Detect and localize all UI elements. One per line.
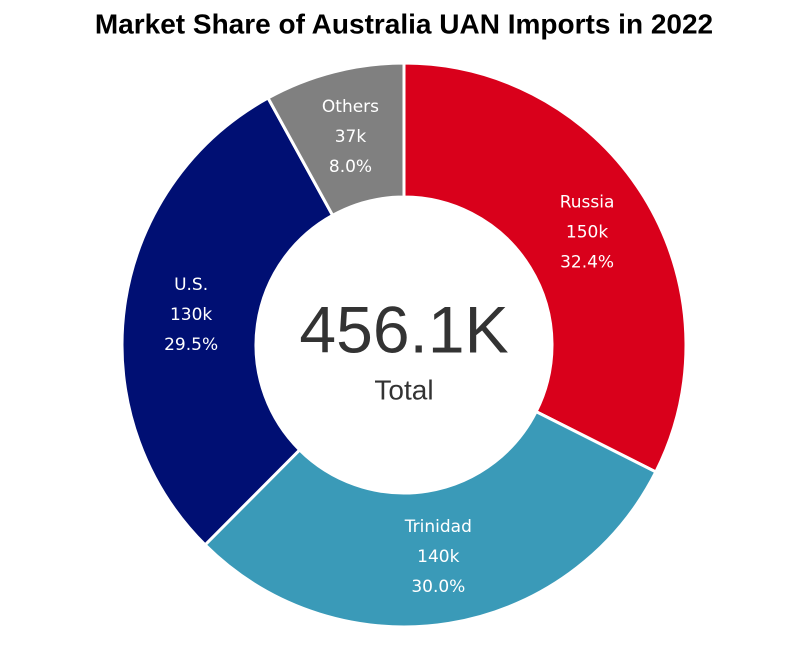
slice-category: U.S. bbox=[174, 275, 208, 295]
slice-amount: 130k bbox=[170, 305, 212, 325]
slice-percent: 8.0% bbox=[329, 157, 372, 177]
slice-amount: 37k bbox=[335, 127, 367, 147]
slice-category: Others bbox=[322, 97, 379, 117]
total-value: 456.1K bbox=[299, 292, 508, 366]
slice-amount: 140k bbox=[417, 547, 459, 567]
donut-slice bbox=[265, 61, 406, 218]
slice-category: Trinidad bbox=[404, 517, 472, 537]
slice-category: Russia bbox=[560, 192, 615, 212]
slice-amount: 150k bbox=[566, 222, 608, 242]
donut-slice bbox=[202, 409, 658, 629]
donut-slice bbox=[120, 95, 335, 547]
chart-title: Market Share of Australia UAN Imports in… bbox=[95, 8, 713, 39]
slice-percent: 29.5% bbox=[164, 335, 218, 355]
slice-percent: 30.0% bbox=[411, 577, 465, 597]
total-caption: Total bbox=[374, 374, 433, 405]
donut-slice bbox=[402, 61, 688, 474]
slice-percent: 32.4% bbox=[560, 252, 614, 272]
